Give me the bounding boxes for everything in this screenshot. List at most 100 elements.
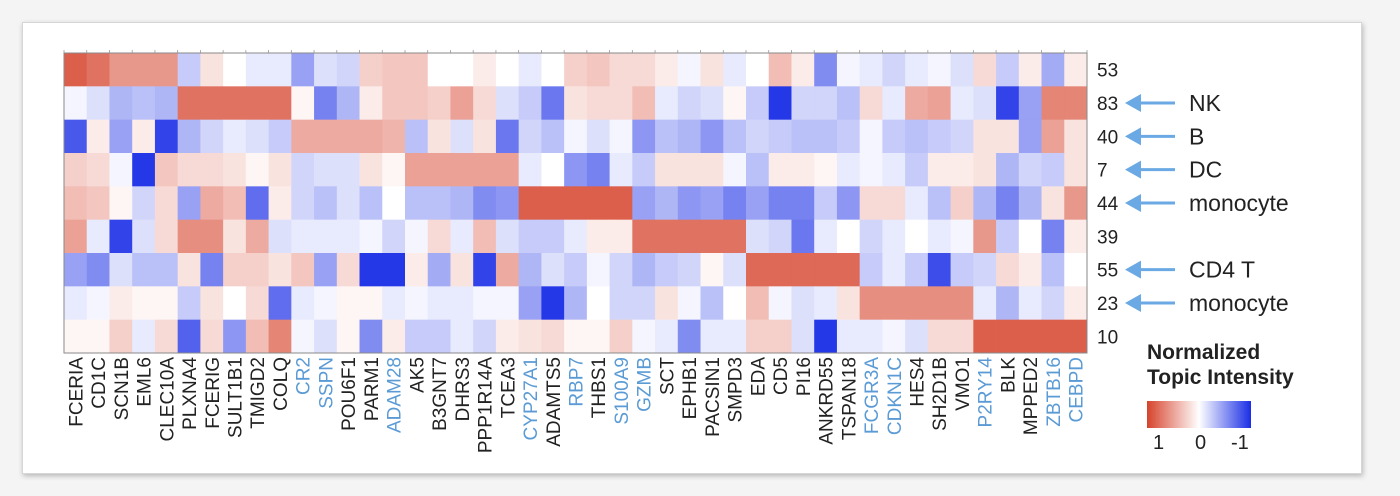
annotation-arrow-head: [1125, 194, 1141, 212]
heatmap-cell: [973, 53, 997, 87]
heatmap-cell: [382, 286, 406, 321]
heatmap-cell: [836, 319, 861, 354]
heatmap-cell: [473, 286, 497, 321]
column-label: CLEC10A: [157, 357, 178, 442]
heatmap-cell: [245, 86, 269, 121]
heatmap-cell: [200, 253, 224, 287]
column-label: CYP27A1: [521, 357, 542, 440]
heatmap-cell: [427, 253, 451, 287]
heatmap-cell: [132, 119, 156, 154]
heatmap-cell: [700, 319, 724, 354]
heatmap-cell: [586, 253, 610, 287]
heatmap-cell: [746, 219, 770, 254]
heatmap-cell: [1064, 119, 1088, 154]
heatmap-cell: [291, 86, 315, 121]
heatmap-cell: [86, 86, 110, 121]
heatmap-cell: [405, 319, 429, 354]
legend-title-line2: Topic Intensity: [1147, 366, 1294, 389]
heatmap-cell: [177, 119, 201, 154]
heatmap-cell: [427, 86, 451, 121]
heatmap-cell: [1041, 219, 1065, 254]
heatmap-cell: [1018, 319, 1042, 354]
heatmap-cell: [632, 186, 656, 221]
heatmap-cell: [814, 53, 838, 87]
heatmap-cell: [814, 119, 838, 154]
column-label: DHRS3: [453, 357, 474, 421]
heatmap-cell: [655, 53, 679, 87]
heatmap-cell: [405, 53, 429, 87]
heatmap-cell: [86, 186, 110, 221]
heatmap-cell: [314, 219, 338, 254]
heatmap-cell: [314, 186, 338, 221]
column-label: CEBPD: [1067, 357, 1088, 422]
heatmap-cell: [950, 219, 974, 254]
heatmap-cell: [609, 86, 633, 121]
heatmap-cell: [223, 219, 247, 254]
heatmap-cell: [973, 153, 997, 187]
heatmap-cell: [177, 53, 201, 87]
heatmap-cell: [268, 219, 292, 254]
heatmap-cell: [746, 319, 770, 354]
heatmap-cell: [723, 53, 747, 87]
heatmap-cell: [632, 53, 656, 87]
heatmap-cell: [200, 153, 224, 187]
heatmap-cell: [927, 86, 951, 121]
heatmap-cell: [632, 119, 656, 154]
heatmap-cell: [905, 119, 929, 154]
heatmap-cell: [927, 219, 951, 254]
heatmap-cell: [382, 119, 406, 154]
heatmap-cell: [154, 286, 179, 321]
heatmap-cell: [518, 86, 542, 121]
heatmap-cell: [109, 119, 133, 154]
column-label: COLQ: [271, 357, 292, 411]
heatmap-cell: [836, 253, 861, 287]
heatmap-cell: [768, 286, 792, 321]
heatmap-cell: [359, 86, 383, 121]
row-label: 44: [1097, 194, 1119, 215]
column-label: ADAM28: [385, 357, 406, 433]
heatmap-cell: [518, 286, 542, 321]
heatmap-cell: [382, 319, 406, 354]
heatmap-cell: [154, 119, 179, 154]
heatmap-cell: [950, 153, 974, 187]
heatmap-cell: [405, 153, 429, 187]
heatmap-cell: [359, 53, 383, 87]
heatmap-cell: [450, 319, 474, 354]
column-label: EPHB1: [680, 357, 701, 419]
heatmap-cell: [541, 119, 565, 154]
column-label: GZMB: [635, 357, 656, 412]
heatmap-cell: [200, 119, 224, 154]
heatmap-cell: [541, 319, 565, 354]
column-label: S100A9: [612, 357, 633, 425]
heatmap-cell: [609, 119, 633, 154]
heatmap-cell: [586, 86, 610, 121]
figure-panel: FCERIA CD1C SCN1B EML6 CLEC10A PLXNA4 FCERIG SU…: [22, 22, 1362, 474]
heatmap-cell: [359, 119, 383, 154]
heatmap-cell: [1041, 86, 1065, 121]
heatmap-cell: [268, 253, 292, 287]
heatmap-cell: [200, 286, 224, 321]
heatmap-cell: [791, 153, 815, 187]
heatmap-cell: [291, 286, 315, 321]
column-label: PI16: [794, 357, 815, 396]
annotation-arrow-head: [1125, 94, 1141, 112]
heatmap-cell: [268, 319, 292, 354]
heatmap-cell: [791, 253, 815, 287]
heatmap-cell: [495, 286, 520, 321]
heatmap-cell: [609, 219, 633, 254]
heatmap-cell: [177, 153, 201, 187]
row-label: 83: [1097, 94, 1118, 115]
heatmap-cell: [154, 153, 179, 187]
heatmap-cell: [359, 153, 383, 187]
heatmap-cell: [64, 253, 88, 287]
column-label: TSPAN18: [839, 357, 860, 440]
heatmap-cell: [927, 253, 951, 287]
heatmap-cell: [314, 253, 338, 287]
column-label: SCT: [657, 357, 678, 395]
heatmap-cell: [723, 319, 747, 354]
heatmap-cell: [450, 86, 474, 121]
heatmap-cell: [564, 119, 588, 154]
heatmap-cell: [973, 253, 997, 287]
heatmap-cell: [677, 86, 701, 121]
heatmap-cell: [859, 186, 883, 221]
